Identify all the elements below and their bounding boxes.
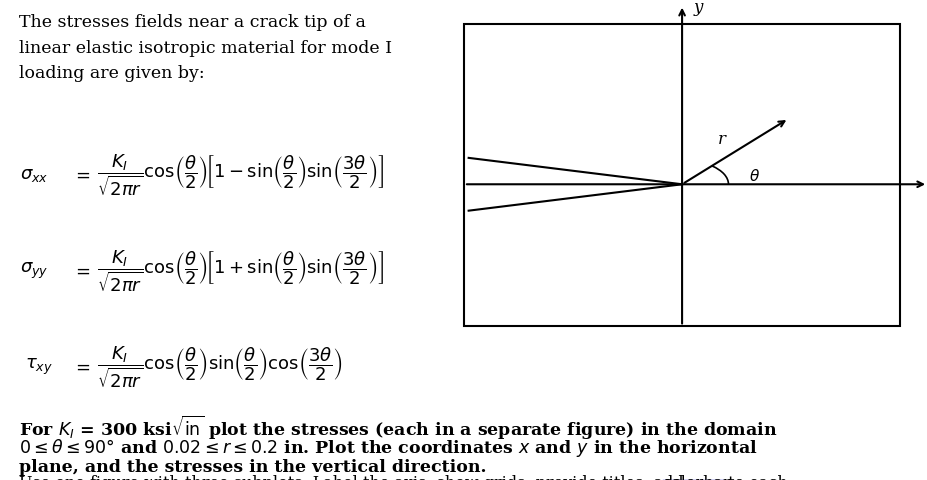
Text: $\dfrac{K_I}{\sqrt{2\pi r}}\cos\!\left(\dfrac{\theta}{2}\right)\sin\!\left(\dfra: $\dfrac{K_I}{\sqrt{2\pi r}}\cos\!\left(\… — [97, 344, 343, 390]
Text: $=$: $=$ — [72, 166, 91, 184]
Text: $\theta$: $\theta$ — [748, 168, 759, 184]
Text: $0\leq\theta\leq90°$ and $0.02\leq r\leq0.2$ in. Plot the coordinates $x$ and $y: $0\leq\theta\leq90°$ and $0.02\leq r\leq… — [19, 437, 756, 459]
Text: The stresses fields near a crack tip of a
linear elastic isotropic material for : The stresses fields near a crack tip of … — [19, 14, 391, 82]
Text: $\dfrac{K_I}{\sqrt{2\pi r}}\cos\!\left(\dfrac{\theta}{2}\right)\!\left[1 + \sin\: $\dfrac{K_I}{\sqrt{2\pi r}}\cos\!\left(\… — [97, 248, 384, 294]
Text: $=$: $=$ — [72, 262, 91, 280]
Text: plane, and the stresses in the vertical direction.: plane, and the stresses in the vertical … — [19, 459, 486, 476]
Text: For $K_I$ = 300 ksi$\sqrt{\mathrm{in}}$ plot the stresses (each in a separate fi: For $K_I$ = 300 ksi$\sqrt{\mathrm{in}}$ … — [19, 414, 776, 442]
Text: $\sigma_{xx}$: $\sigma_{xx}$ — [20, 166, 49, 184]
Text: $\sigma_{yy}$: $\sigma_{yy}$ — [20, 261, 49, 281]
Text: $\dfrac{K_I}{\sqrt{2\pi r}}\cos\!\left(\dfrac{\theta}{2}\right)\!\left[1 - \sin\: $\dfrac{K_I}{\sqrt{2\pi r}}\cos\!\left(\… — [97, 152, 384, 198]
Bar — [464, 24, 899, 326]
Text: colorbar: colorbar — [662, 475, 730, 480]
Text: to each: to each — [722, 475, 787, 480]
Text: $=$: $=$ — [72, 358, 91, 376]
Text: y: y — [692, 0, 702, 16]
Text: r: r — [717, 131, 725, 148]
Text: $\tau_{xy}$: $\tau_{xy}$ — [25, 357, 53, 377]
Text: Use one figure with three subplots. Label the axis, show grids, provide titles, : Use one figure with three subplots. Labe… — [19, 475, 688, 480]
